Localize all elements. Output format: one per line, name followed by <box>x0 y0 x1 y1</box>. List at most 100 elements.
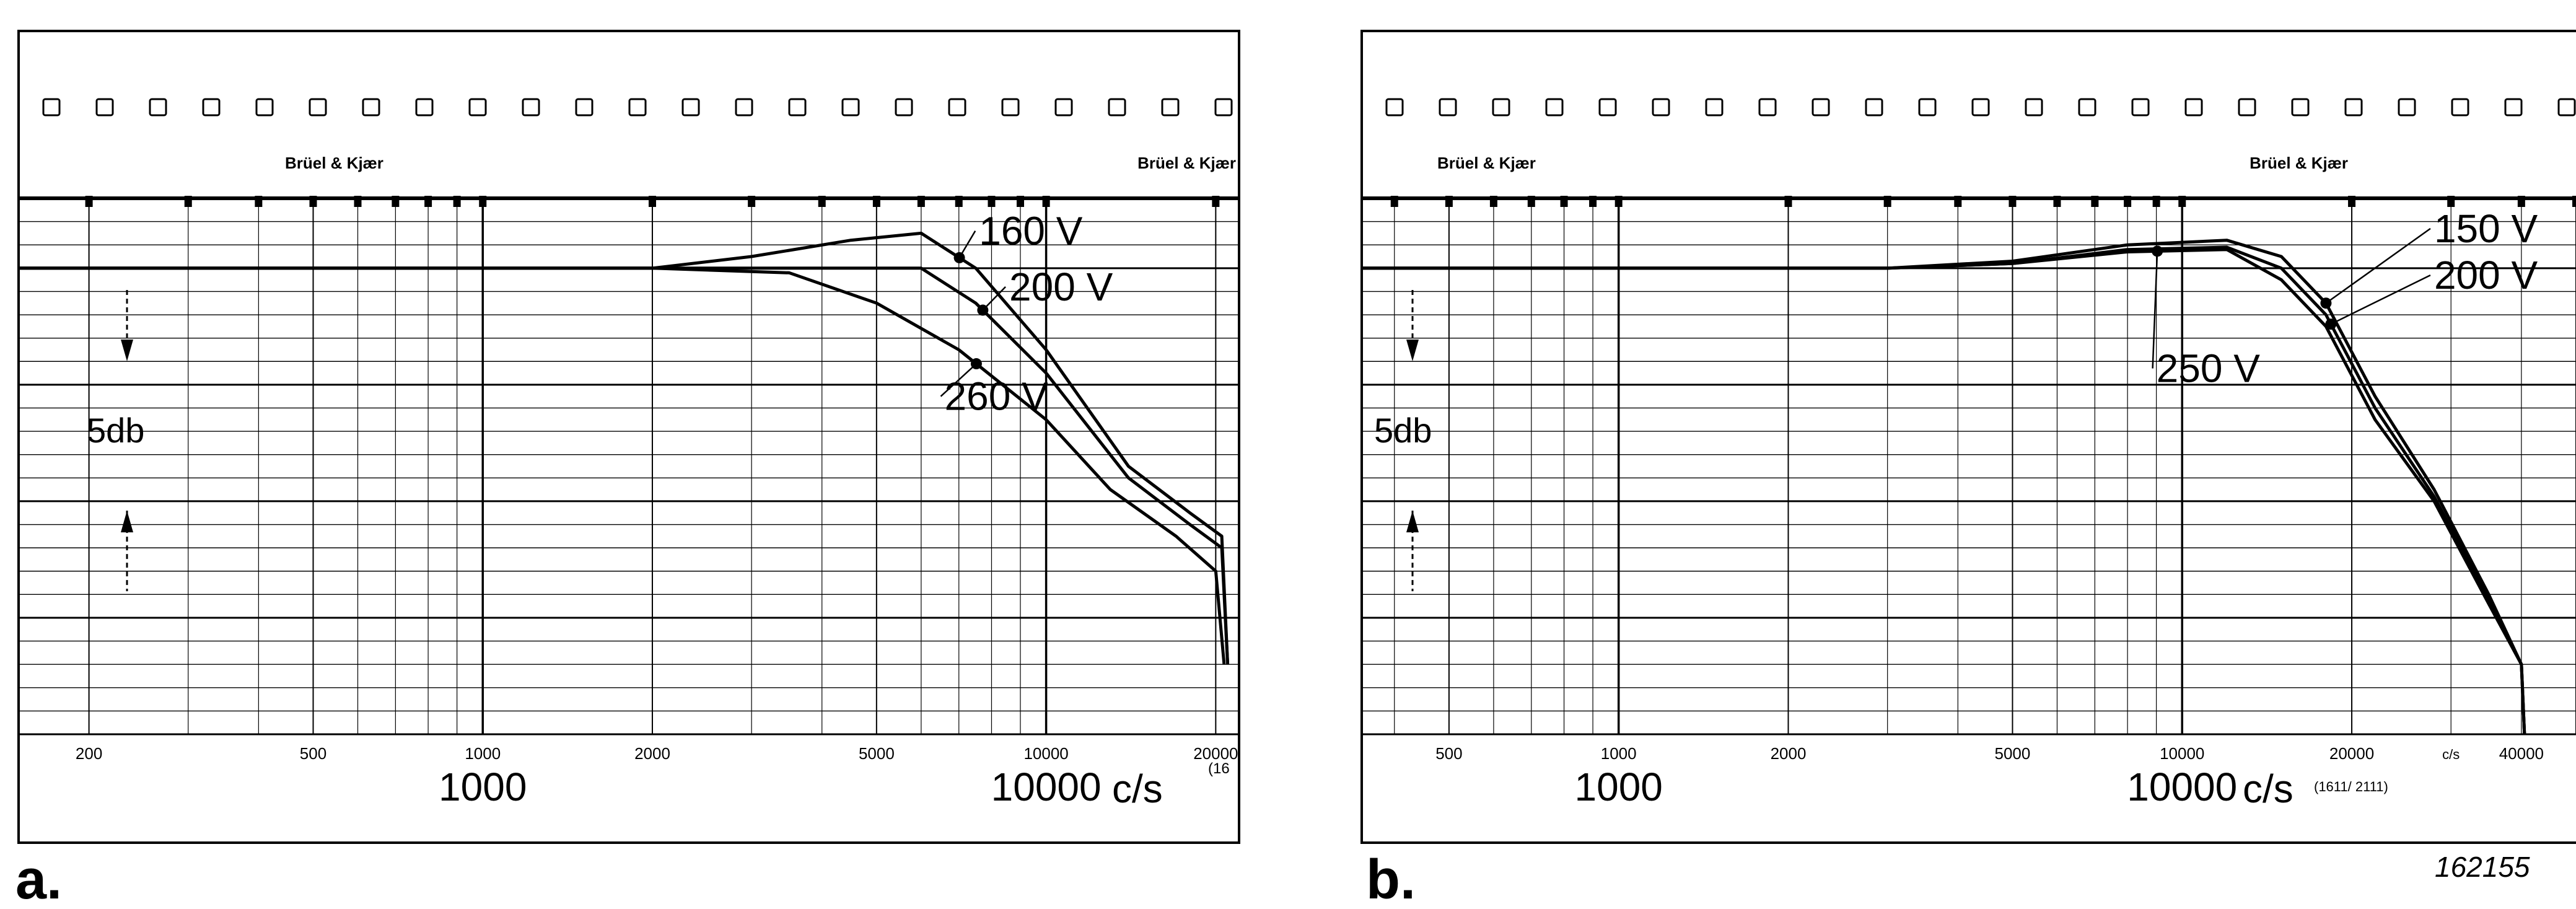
sprocket-hole <box>255 98 274 116</box>
sprocket-hole <box>1492 98 1510 116</box>
series-line-260v <box>19 266 1226 665</box>
brand-left: Brüel & Kjær <box>1437 154 1536 172</box>
grid-top-tick <box>424 196 432 207</box>
x-tick-label: 2000 <box>1771 744 1807 763</box>
grid-top-tick <box>1445 196 1453 207</box>
grid-top-tick <box>2124 196 2132 207</box>
x-tick-label: 1000 <box>465 744 501 763</box>
sprocket-hole <box>1971 98 1990 116</box>
x-ticks: 500 1000 2000 5000 10000 20000 40000 c/s 1000 100… <box>1435 744 2544 809</box>
sprocket-hole <box>895 98 913 116</box>
series-annotation: 150 V <box>2434 206 2538 251</box>
annotation-leader <box>2330 274 2431 325</box>
grid-top-tick <box>1489 196 1497 207</box>
sprocket-hole <box>1001 98 1020 116</box>
annotation-leader <box>940 363 977 397</box>
y-scale-label: 5db <box>87 411 144 450</box>
series-annotation: 200 V <box>2434 253 2538 297</box>
series-line-200v <box>19 266 1230 665</box>
series-annotation: 260 V <box>945 374 1049 419</box>
grid-top-tick <box>988 196 996 207</box>
sprocket-hole <box>522 98 540 116</box>
grid-top-tick <box>479 196 487 207</box>
brand-right: Brüel & Kjær <box>1137 154 1236 172</box>
x-ticks: 200 500 1000 2000 5000 10000 20000 1000 10000 <box>76 744 1238 809</box>
grid-top-tick <box>2447 196 2455 207</box>
grid-top-tick <box>2091 196 2099 207</box>
scale-arrow-up <box>1406 511 1419 533</box>
annotation-arrowhead <box>970 358 982 370</box>
panel-a: Brüel & Kjær Brüel & Kjær 5db 160 V 200 V… <box>15 30 1240 909</box>
sprocket-hole <box>362 98 380 116</box>
x-tick-label: 500 <box>300 744 326 763</box>
series-lines <box>19 231 1230 665</box>
grid-top-tick <box>1390 196 1398 207</box>
series-line-200v <box>1362 245 2526 735</box>
sprocket-hole <box>2291 98 2310 116</box>
annotation-arrowhead <box>953 252 965 263</box>
sprocket-hole <box>681 98 700 116</box>
grid-top-tick <box>309 196 317 207</box>
annotation-arrowhead <box>2152 245 2163 257</box>
sprocket-hole <box>1918 98 1937 116</box>
grid-top-tick <box>818 196 826 207</box>
sprocket-hole <box>1598 98 1617 116</box>
grid-top-tick <box>1614 196 1623 207</box>
grid-top-tick <box>392 196 400 207</box>
sprocket-hole <box>1439 98 1457 116</box>
annotation-leader <box>2152 251 2158 369</box>
grid-top-tick <box>255 196 263 207</box>
grid-top-tick <box>917 196 925 207</box>
y-scale-label: 5db <box>1374 411 1432 450</box>
annotation-arrowhead <box>2320 297 2332 309</box>
sprocket-hole <box>575 98 594 116</box>
sprocket-hole <box>1545 98 1564 116</box>
grid-top-tick <box>955 196 963 207</box>
chart-frame <box>1360 30 2576 844</box>
corner-note: (16 <box>1208 760 1230 777</box>
grid-top-tick <box>1784 196 1792 207</box>
brand-right: Brüel & Kjær <box>2250 154 2348 172</box>
sprocket-hole <box>1054 98 1073 116</box>
grid-top-tick <box>748 196 756 207</box>
sprocket-hole <box>415 98 434 116</box>
sprocket-hole <box>1385 98 1404 116</box>
grid-top-tick <box>2517 196 2525 207</box>
scale-arrow-up <box>121 511 133 533</box>
grid-top-tick <box>184 196 192 207</box>
x-unit-label: c/s <box>1112 766 1163 811</box>
annotations: 160 V 200 V 260 V <box>940 209 1113 419</box>
sprocket-hole <box>735 98 753 116</box>
x-tick-unit: c/s <box>2442 747 2460 762</box>
sprocket-hole <box>149 98 167 116</box>
grid-top-tick <box>2009 196 2017 207</box>
x-tick-label-major: 10000 <box>2127 765 2237 809</box>
series-line-160v <box>19 231 1230 665</box>
series-annotation: 250 V <box>2157 346 2261 391</box>
annotation-arrowhead <box>2325 318 2337 330</box>
sprocket-hole <box>628 98 647 116</box>
grid: 5db <box>1362 196 2576 736</box>
series-annotation: 160 V <box>979 209 1083 253</box>
x-tick-label: 500 <box>1435 744 1462 763</box>
grid-top-tick <box>2152 196 2160 207</box>
sprocket-hole <box>1865 98 1883 116</box>
sprocket-hole <box>1705 98 1724 116</box>
sprocket-holes <box>1362 98 2576 200</box>
grid-top-tick <box>2572 196 2576 207</box>
series-annotation: 200 V <box>1009 265 1113 309</box>
series-line-250v <box>1362 248 2526 735</box>
sprocket-hole <box>841 98 860 116</box>
grid-top-tick <box>1954 196 1962 207</box>
x-tick-label-major: 10000 <box>991 765 1102 809</box>
grid-top-tick <box>1527 196 1535 207</box>
sprocket-hole <box>1652 98 1670 116</box>
grid-top-tick <box>1560 196 1568 207</box>
sprocket-hole <box>1758 98 1777 116</box>
sprocket-hole <box>2398 98 2416 116</box>
grid-top-tick <box>2178 196 2186 207</box>
grid-top-tick <box>2348 196 2356 207</box>
panel-label: a. <box>15 849 62 909</box>
sprocket-hole <box>309 98 327 116</box>
